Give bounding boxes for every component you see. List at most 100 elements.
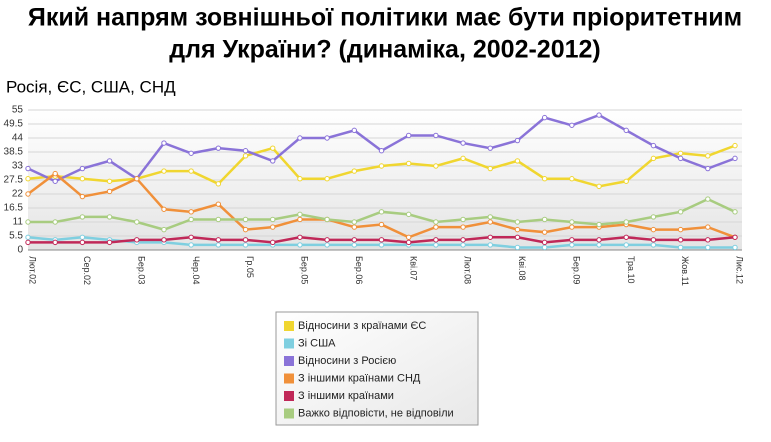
legend-swatch [284,338,294,349]
legend-label: Відносини з країнами ЄС [298,320,426,332]
data-point [351,219,358,225]
data-point [487,234,493,240]
data-point [623,178,629,184]
data-point [677,226,684,233]
data-point [487,145,493,151]
data-point [487,214,493,220]
data-point [79,239,86,246]
data-point [541,229,548,235]
data-point [596,112,602,118]
data-point [188,209,194,215]
data-point [514,234,521,240]
data-point [433,132,439,139]
data-point [487,165,493,172]
data-point [215,181,222,187]
data-point [541,176,548,182]
data-point [378,237,385,243]
data-point [188,234,194,240]
data-point [161,206,167,212]
legend [275,311,479,426]
data-point [460,224,466,230]
data-point [732,142,738,149]
data-point [242,153,249,159]
data-point [487,219,493,225]
data-point [569,224,575,230]
data-point [324,237,330,243]
data-point [351,242,358,248]
data-point [134,176,140,182]
data-point [433,219,439,225]
data-point [596,221,602,228]
x-tick-label: Лис.12 [735,256,745,284]
data-point [106,178,113,184]
data-point [106,158,113,164]
x-tick-label: Кві.08 [517,256,527,281]
data-point [324,176,330,182]
y-tick-label: 11 [13,217,24,228]
x-tick-label: Кві.07 [408,256,418,281]
data-point [732,244,738,251]
data-point [378,242,385,248]
data-point [460,216,466,223]
data-point [650,226,657,233]
legend-swatch [284,356,294,366]
legend-swatch [284,321,294,331]
data-point [79,176,86,182]
x-tick-label: Гр.05 [245,256,255,278]
data-point [405,211,412,218]
data-point [161,226,167,233]
data-point [161,168,167,174]
x-tick-label: Жов.11 [680,256,690,286]
legend-label: Зі США [298,337,336,349]
legend-label: З іншими країнами [298,390,394,402]
data-point [732,155,738,162]
data-point [623,127,629,134]
data-point [596,183,602,190]
data-point [79,193,86,200]
data-point [25,165,31,172]
data-point [378,163,385,169]
data-point [25,239,31,246]
data-point [514,137,521,144]
y-tick-label: 49.5 [4,119,24,130]
data-point [460,242,466,248]
data-point [351,127,358,134]
x-tick-label: Лют.08 [463,256,473,284]
data-point [270,158,276,164]
data-point [569,176,575,182]
data-point [405,234,412,240]
data-point [188,242,194,248]
data-point [106,239,113,246]
data-point [514,226,521,233]
data-point [460,155,466,162]
data-point [650,237,657,243]
data-point [705,165,711,172]
data-point [650,242,657,248]
data-point [541,244,548,251]
data-point [134,219,140,225]
data-point [351,224,358,230]
data-point [297,242,303,248]
data-point [514,219,521,225]
data-point [433,237,439,243]
data-point [188,216,194,223]
data-point [677,150,684,156]
data-point [270,145,276,151]
data-point [134,237,140,243]
data-point [541,114,548,121]
data-point [242,148,249,154]
legend-label: Важко відповісти, не відповіли [298,407,454,419]
data-point [623,219,629,225]
data-point [677,237,684,243]
legend-swatch [284,373,294,384]
data-point [405,239,412,246]
data-point [433,224,439,230]
data-point [242,242,249,248]
y-tick-label: 22 [12,189,24,200]
data-point [79,234,86,240]
data-point [25,234,31,240]
data-point [270,239,276,246]
data-point [650,142,657,149]
data-point [242,237,249,243]
data-point [623,234,629,240]
